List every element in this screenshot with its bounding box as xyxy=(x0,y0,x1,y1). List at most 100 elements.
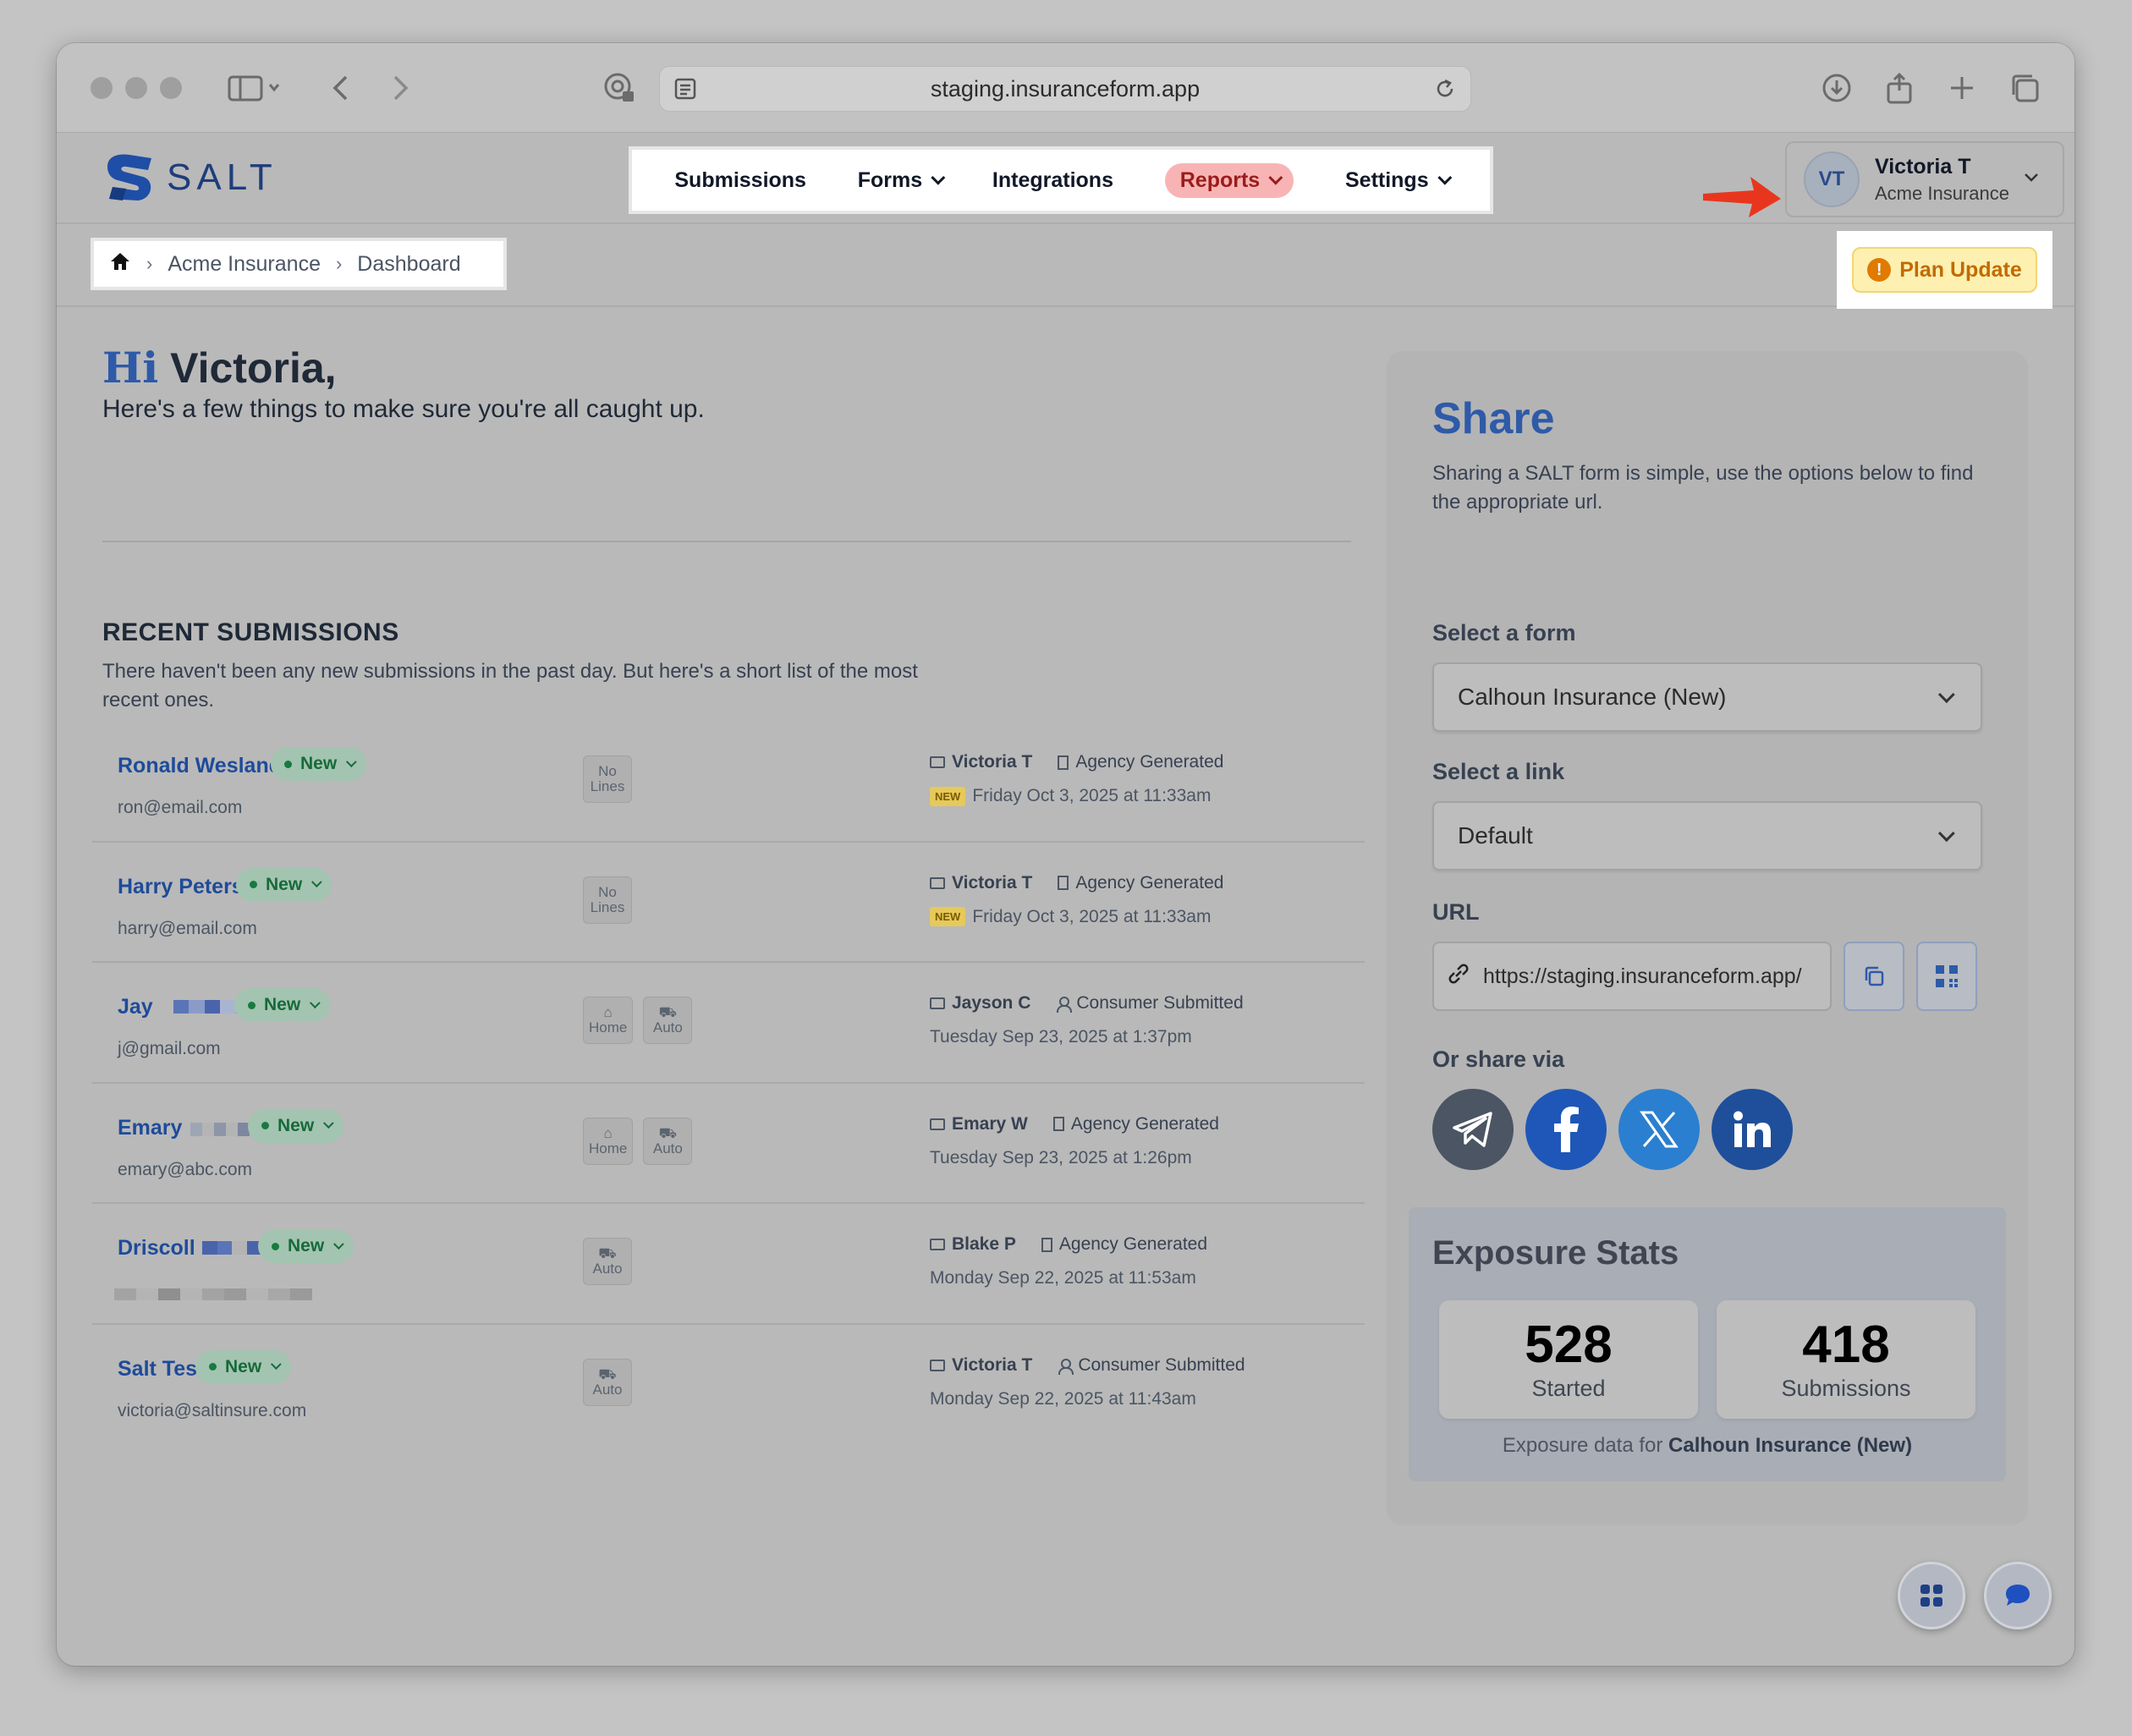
x-icon xyxy=(1640,1111,1679,1148)
submission-date-meta: Monday Sep 22, 2025 at 11:53am xyxy=(930,1268,1196,1288)
line-chip-top: No xyxy=(598,883,617,900)
redacted-text xyxy=(190,1122,250,1136)
share-panel: Share Sharing a SALT form is simple, use… xyxy=(1387,351,2028,1525)
forward-icon[interactable] xyxy=(383,69,417,107)
url-field[interactable]: https://staging.insuranceform.app/ xyxy=(1432,942,1832,1011)
submission-row[interactable]: Harry Peters New harry@email.com No Lines Vic… xyxy=(92,843,1365,963)
status-badge-label: New xyxy=(225,1356,262,1376)
submission-row[interactable]: Salt Test New victoria@saltinsure.com ⛟ Auto… xyxy=(92,1325,1365,1446)
chevron-down-icon xyxy=(271,1359,282,1371)
nav-settings[interactable]: Settings xyxy=(1345,168,1452,193)
telegram-share-button[interactable] xyxy=(1432,1089,1514,1170)
grid-icon xyxy=(1920,1585,1942,1607)
chevron-right-icon: › xyxy=(335,253,343,274)
nav-reports[interactable]: Reports xyxy=(1164,162,1294,198)
submission-email: emary@abc.com xyxy=(118,1159,253,1179)
status-badge-label: New xyxy=(266,874,303,894)
line-chip: ⌂ Home xyxy=(583,1117,634,1165)
user-menu[interactable]: VT Victoria T Acme Insurance xyxy=(1785,141,2064,217)
new-tab-icon[interactable] xyxy=(1945,69,1979,107)
app-header: SALT Submissions Forms Integrations Repo… xyxy=(57,133,2074,224)
status-badge[interactable]: New xyxy=(248,1108,344,1143)
submission-date: Monday Sep 22, 2025 at 11:43am xyxy=(930,1388,1196,1409)
url-text[interactable]: staging.insuranceform.app xyxy=(930,75,1201,102)
submission-name-link[interactable]: Jay xyxy=(118,995,153,1019)
x-share-button[interactable] xyxy=(1618,1089,1700,1170)
plan-update-button[interactable]: ! Plan Update xyxy=(1852,247,2037,293)
status-badge[interactable]: New xyxy=(234,988,331,1022)
facebook-share-button[interactable] xyxy=(1525,1089,1607,1170)
browser-window: staging.insuranceform.app SALT Sub xyxy=(57,43,2074,1666)
share-via-label: Or share via xyxy=(1432,1047,1565,1072)
submission-name-link[interactable]: Ronald Wesland xyxy=(118,754,283,777)
tab-overview-icon[interactable] xyxy=(2008,69,2041,107)
nav-forms[interactable]: Forms xyxy=(857,168,946,193)
exposure-footer-form: Calhoun Insurance (New) xyxy=(1668,1434,1913,1457)
chevron-right-icon: › xyxy=(146,253,153,274)
zoom-window-button[interactable] xyxy=(160,77,182,99)
breadcrumb-acme-insurance[interactable]: Acme Insurance xyxy=(168,251,321,276)
building-icon xyxy=(1041,1237,1052,1252)
form-select[interactable]: Calhoun Insurance (New) xyxy=(1432,662,1982,732)
minimize-window-button[interactable] xyxy=(125,77,147,99)
social-share-buttons xyxy=(1432,1089,1793,1170)
submission-row[interactable]: Driscoll New ⛟ Auto Blake P Agency Generated M… xyxy=(92,1204,1365,1325)
submission-name-link[interactable]: Salt Test xyxy=(118,1356,205,1381)
stat-submissions-value: 418 xyxy=(1802,1315,1890,1374)
nav-integrations-label: Integrations xyxy=(992,168,1113,192)
status-dot-icon xyxy=(209,1363,217,1371)
nav-integrations[interactable]: Integrations xyxy=(992,168,1113,193)
status-badge[interactable]: New xyxy=(271,747,367,781)
chevron-down-icon xyxy=(2022,168,2041,191)
status-badge-label: New xyxy=(264,995,301,1014)
submission-owner-meta: Victoria T Agency Generated xyxy=(930,752,1223,772)
apps-button[interactable] xyxy=(1898,1562,1965,1629)
submission-row[interactable]: Jay New j@gmail.com ⌂ Home ⛟ Auto Jayson C Consu… xyxy=(92,963,1365,1084)
qr-code-button[interactable] xyxy=(1916,942,1977,1011)
chat-button[interactable] xyxy=(1984,1562,2052,1629)
linkedin-share-button[interactable] xyxy=(1712,1089,1793,1170)
submission-name-link[interactable]: Driscoll xyxy=(118,1236,195,1260)
status-dot-icon xyxy=(284,760,292,768)
breadcrumb: › Acme Insurance › Dashboard xyxy=(91,238,507,290)
submission-date-meta: Tuesday Sep 23, 2025 at 1:37pm xyxy=(930,1027,1192,1047)
home-icon[interactable] xyxy=(109,251,131,277)
insurance-lines: ⛟ Auto xyxy=(583,1238,632,1285)
salt-logo[interactable]: SALT xyxy=(101,151,277,204)
downloads-icon[interactable] xyxy=(1820,69,1854,107)
folder-icon xyxy=(930,1239,945,1250)
link-select[interactable]: Default xyxy=(1432,801,1982,871)
submission-owner: Victoria T xyxy=(952,872,1033,893)
url-value[interactable]: https://staging.insuranceform.app/ xyxy=(1483,964,1802,988)
reload-icon[interactable] xyxy=(1433,77,1457,107)
share-icon[interactable] xyxy=(1882,69,1916,107)
line-chip-top: ⌂ xyxy=(603,1004,613,1020)
chevron-down-icon xyxy=(1437,170,1452,185)
submission-date: Monday Sep 22, 2025 at 11:53am xyxy=(930,1268,1196,1288)
status-badge[interactable]: New xyxy=(236,867,332,902)
building-icon xyxy=(1058,876,1069,890)
privacy-shield-icon[interactable] xyxy=(600,69,639,107)
sidebar-toggle-icon[interactable] xyxy=(221,69,288,107)
breadcrumb-dashboard[interactable]: Dashboard xyxy=(357,251,461,276)
submission-name-link[interactable]: Emary xyxy=(118,1115,183,1140)
address-bar[interactable]: staging.insuranceform.app xyxy=(659,66,1471,112)
back-icon[interactable] xyxy=(324,69,358,107)
submission-row[interactable]: Ronald Wesland New ron@email.com No Lines Vic… xyxy=(92,722,1365,843)
submission-email: j@gmail.com xyxy=(118,1039,221,1058)
line-chip: No Lines xyxy=(583,876,632,924)
link-icon xyxy=(1446,961,1471,992)
chevron-down-icon xyxy=(1268,170,1283,185)
submission-row[interactable]: Emary New emary@abc.com ⌂ Home ⛟ Auto Emary W Ag… xyxy=(92,1084,1365,1204)
nav-submissions[interactable]: Submissions xyxy=(674,168,806,193)
copy-url-button[interactable] xyxy=(1844,942,1904,1011)
submission-name-link[interactable]: Harry Peters xyxy=(118,874,244,898)
nav-reports-label: Reports xyxy=(1179,168,1261,192)
submission-owner-meta: Jayson C Consumer Submitted xyxy=(930,993,1244,1014)
close-window-button[interactable] xyxy=(91,77,113,99)
nav-forms-label: Forms xyxy=(857,168,923,192)
status-badge[interactable]: New xyxy=(258,1229,354,1263)
status-badge[interactable]: New xyxy=(195,1349,292,1384)
line-chip: ⛟ Auto xyxy=(583,1358,632,1406)
submission-source: Consumer Submitted xyxy=(1076,993,1244,1013)
